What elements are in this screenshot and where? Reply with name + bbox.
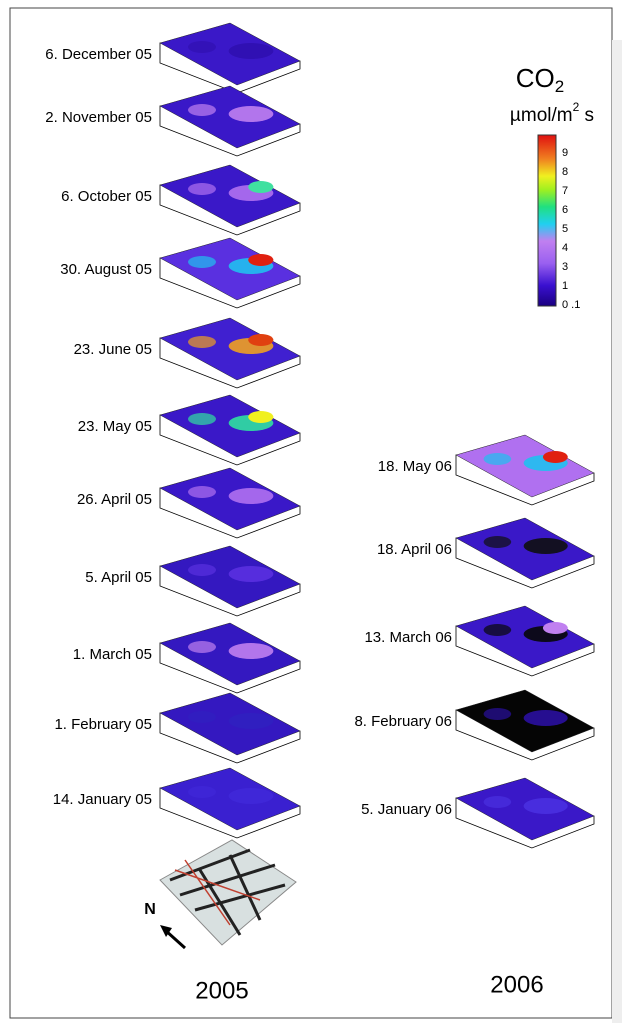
map-label: 30. August 05 (60, 261, 152, 278)
map-surface (455, 434, 595, 498)
map-surface (159, 692, 301, 756)
map-patch (228, 106, 274, 122)
map-surface (159, 164, 301, 228)
map-patch (228, 43, 274, 59)
frame (9, 7, 613, 1019)
map-surface (455, 605, 595, 669)
colorbar-tick-label: 6 (562, 204, 568, 216)
map-patch (483, 796, 512, 808)
colorbar-tick-label: 5 (562, 223, 568, 235)
map-label: 13. March 06 (364, 629, 452, 646)
map-patch (483, 453, 512, 465)
map-patch (228, 566, 274, 582)
site-photo (159, 839, 297, 950)
map-patch (188, 486, 216, 498)
map-surface (455, 517, 595, 581)
map-patch (228, 488, 274, 504)
map-label: 23. May 05 (78, 418, 152, 435)
year-label: 2005 (195, 977, 248, 1004)
map-label: 18. May 06 (378, 458, 452, 475)
map-patch (188, 413, 216, 425)
map-surface (159, 317, 301, 381)
map-patch (542, 451, 568, 463)
map-label: 23. June 05 (74, 341, 152, 358)
map-surface (159, 545, 301, 609)
map-surface (159, 22, 301, 86)
colorbar-tick-label: 4 (562, 242, 568, 254)
map-patch (542, 622, 568, 634)
map-patch (228, 788, 274, 804)
colorbar-unit: µmol/m2 s (510, 100, 594, 126)
colorbar-tick-label: 9 (562, 147, 568, 159)
colorbar-tick-label: 1 (562, 280, 568, 292)
map-label: 2. November 05 (45, 109, 152, 126)
map-label: 14. January 05 (53, 791, 152, 808)
map-patch (248, 411, 274, 423)
map-patch (188, 564, 216, 576)
map-label: 18. April 06 (377, 541, 452, 558)
map-patch (188, 104, 216, 116)
map-patch (228, 643, 274, 659)
map-patch (188, 336, 216, 348)
map-surface (455, 689, 595, 753)
colorbar-tick-label: 8 (562, 166, 568, 178)
map-label: 1. March 05 (73, 646, 152, 663)
map-patch (188, 786, 216, 798)
map-patch (188, 41, 216, 53)
map-surface (159, 622, 301, 686)
map-patch (248, 181, 274, 193)
map-label: 6. December 05 (45, 46, 152, 63)
map-patch (188, 256, 216, 268)
map-surface (159, 394, 301, 458)
map-patch (248, 334, 274, 346)
map-patch (188, 711, 216, 723)
map-label: 5. April 05 (85, 569, 152, 586)
colorbar-tick-label: 7 (562, 185, 568, 197)
map-surface (455, 777, 595, 841)
map-surface (159, 767, 301, 831)
map-patch (523, 798, 568, 814)
map-patch (188, 183, 216, 195)
map-label: 26. April 05 (77, 491, 152, 508)
map-surface (159, 85, 301, 149)
map-patch (248, 254, 274, 266)
map-patch (483, 624, 512, 636)
colorbar-tick-label: 0 .1 (562, 299, 580, 311)
colorbar-title: CO2 (516, 63, 564, 97)
colorbar-tick-label: 3 (562, 261, 568, 273)
north-label: N (144, 901, 156, 918)
map-patch (523, 710, 568, 726)
map-surface (159, 467, 301, 531)
map-patch (483, 536, 512, 548)
colorbar (537, 134, 557, 307)
map-surface (159, 237, 301, 301)
scroll-strip (612, 40, 622, 1023)
map-patch (188, 641, 216, 653)
map-label: 1. February 05 (54, 716, 152, 733)
map-label: 6. October 05 (61, 188, 152, 205)
map-patch (523, 538, 568, 554)
map-label: 8. February 06 (354, 713, 452, 730)
map-patch (228, 713, 274, 729)
map-label: 5. January 06 (361, 801, 452, 818)
map-patch (483, 708, 512, 720)
year-label: 2006 (490, 971, 543, 998)
